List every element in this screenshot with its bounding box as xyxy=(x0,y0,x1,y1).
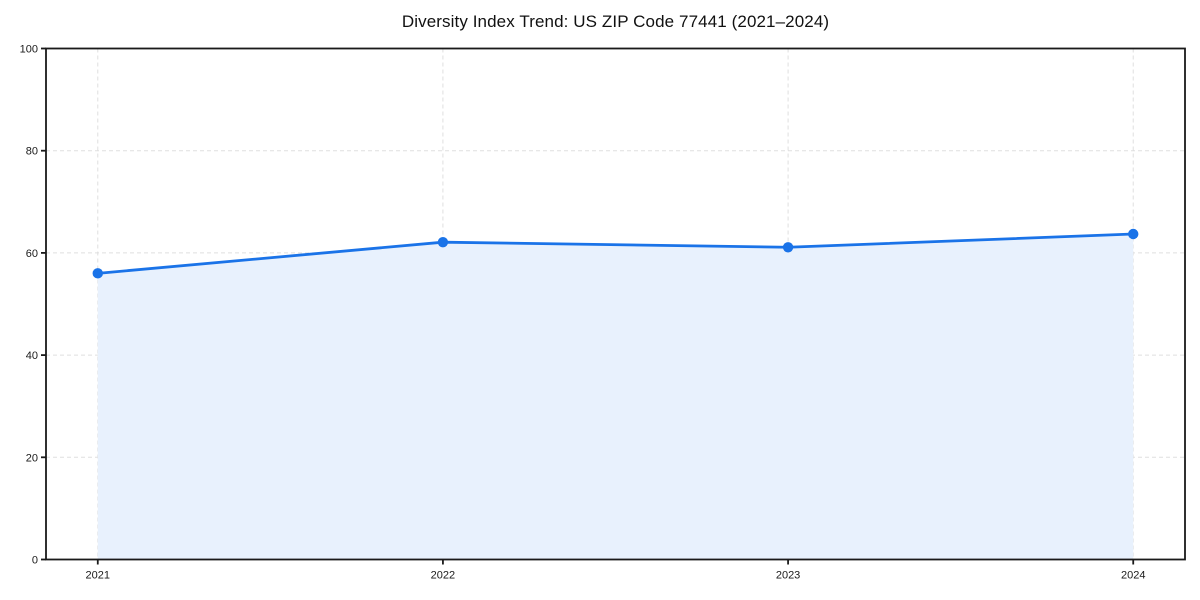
data-point-marker xyxy=(1128,228,1139,240)
x-tick-label: 2023 xyxy=(776,570,800,582)
y-tick-label: 0 xyxy=(32,555,38,567)
chart-title: Diversity Index Trend: US ZIP Code 77441… xyxy=(401,12,830,31)
area-layer xyxy=(97,233,1134,560)
label-layer: 2021 2022 2023 2024 0 20 40 60 80 100 xyxy=(20,44,1146,582)
trend-line xyxy=(96,232,1135,275)
marker-layer xyxy=(92,228,1139,279)
y-tick-label: 60 xyxy=(26,248,38,260)
y-tick-label: 40 xyxy=(26,350,38,362)
plot-border xyxy=(45,47,1186,561)
y-tick-label: 100 xyxy=(20,44,38,56)
data-point-marker xyxy=(92,268,103,279)
x-tick-label: 2021 xyxy=(86,570,110,582)
data-point-marker xyxy=(782,242,794,253)
data-point-marker xyxy=(437,236,449,248)
area-fill xyxy=(97,233,1134,560)
axis-layer xyxy=(41,47,1186,565)
y-tick-label: 20 xyxy=(26,452,38,464)
line-layer xyxy=(96,232,1135,275)
y-tick-label: 80 xyxy=(26,146,38,158)
x-tick-label: 2024 xyxy=(1121,570,1145,582)
x-tick-label: 2022 xyxy=(431,570,455,582)
